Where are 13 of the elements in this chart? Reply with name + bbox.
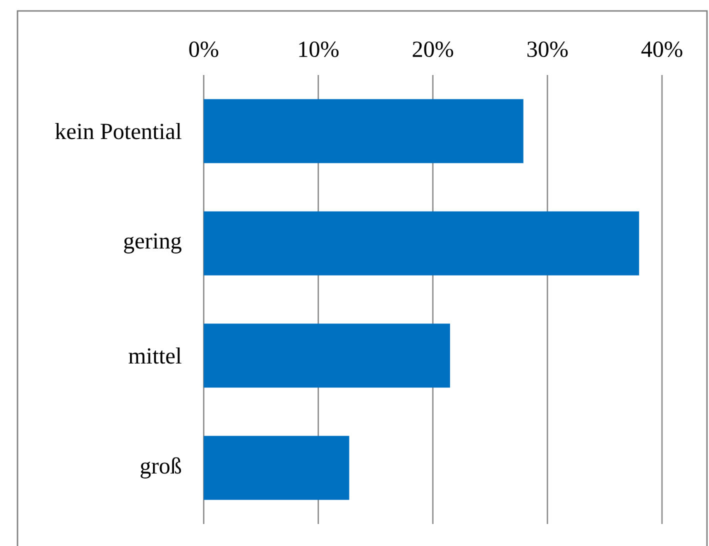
bar [204,211,640,276]
y-tick-label: mittel [128,348,182,364]
x-tick-label: 20% [412,42,454,58]
y-tick-label: kein Potential [55,123,182,140]
bar [204,99,524,164]
bar [204,436,350,500]
x-tick-label: 30% [527,42,568,58]
x-tick-label: 40% [641,42,682,58]
x-tick-label: 0% [189,42,218,58]
y-tick-label: gering [124,233,182,254]
y-tick-label: groß [140,457,182,478]
bar [204,324,450,388]
x-tick-label: 10% [299,42,339,58]
